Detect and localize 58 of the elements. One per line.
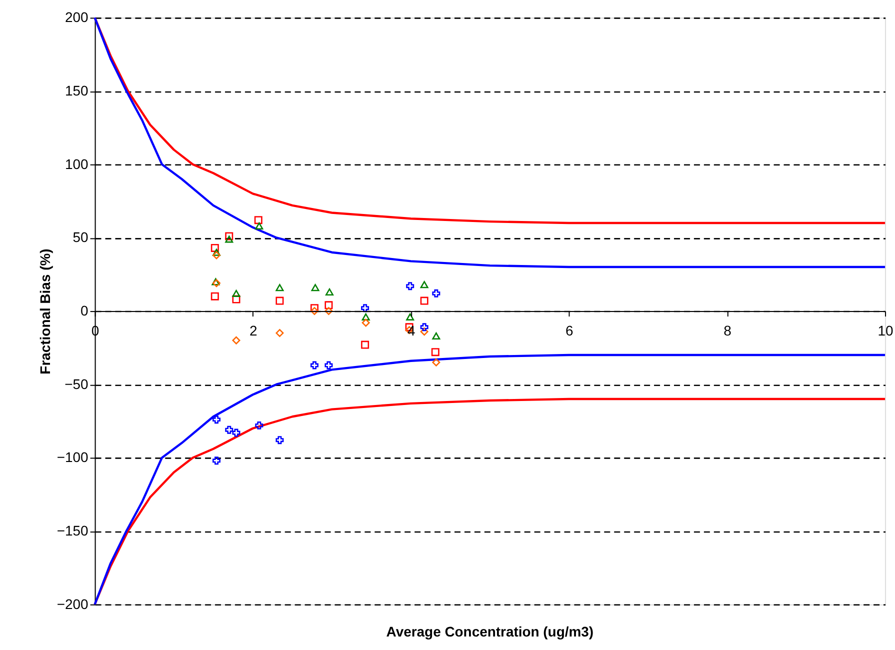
point — [420, 328, 428, 336]
line-series — [94, 16, 886, 268]
point — [324, 307, 333, 316]
point — [212, 248, 220, 256]
point — [420, 281, 428, 288]
point — [432, 358, 440, 366]
point — [225, 236, 234, 243]
y-tick-label: −100 — [56, 449, 89, 466]
point — [276, 329, 284, 338]
y-tick-label: 100 — [65, 156, 89, 172]
point — [255, 421, 264, 430]
point — [310, 307, 318, 316]
point — [362, 313, 370, 320]
point — [406, 282, 414, 290]
point — [210, 244, 219, 252]
point — [420, 323, 428, 332]
line-series — [94, 354, 886, 606]
point — [276, 284, 284, 292]
point — [311, 284, 320, 292]
y-tick-label: 50 — [72, 229, 89, 246]
point — [212, 456, 220, 465]
y-tick-label: −50 — [64, 376, 89, 392]
point — [310, 361, 318, 370]
point — [324, 361, 333, 370]
point — [276, 296, 284, 305]
x-axis-title: Average Concentration (ug/m3) — [386, 623, 594, 640]
point — [255, 222, 264, 230]
point — [420, 296, 428, 305]
point — [406, 313, 414, 320]
y-tick-label: 200 — [65, 9, 89, 26]
point — [361, 304, 370, 312]
point — [361, 340, 370, 349]
point — [324, 301, 333, 310]
y-tick-label: 150 — [65, 82, 89, 99]
point — [362, 318, 370, 327]
x-tick-label: 8 — [724, 322, 732, 338]
y-tick-label: −200 — [56, 596, 89, 612]
x-tick-label: 6 — [566, 322, 574, 338]
point — [325, 288, 334, 296]
y-tick-label: −150 — [56, 522, 89, 539]
point — [431, 348, 440, 356]
point — [232, 336, 240, 344]
point — [212, 416, 220, 424]
point — [432, 289, 440, 298]
point — [254, 216, 262, 224]
point — [232, 290, 240, 297]
point — [225, 232, 234, 240]
point — [212, 251, 220, 260]
x-tick-label: 10 — [878, 322, 894, 338]
x-tick-label: 2 — [249, 322, 258, 338]
y-tick-label: 0 — [80, 302, 89, 319]
point — [432, 332, 440, 340]
point — [210, 292, 219, 300]
y-axis-title: Fractional Bias (%) — [36, 248, 53, 374]
point — [232, 428, 240, 437]
line-series — [94, 398, 886, 606]
point — [225, 426, 234, 434]
point — [276, 436, 284, 444]
